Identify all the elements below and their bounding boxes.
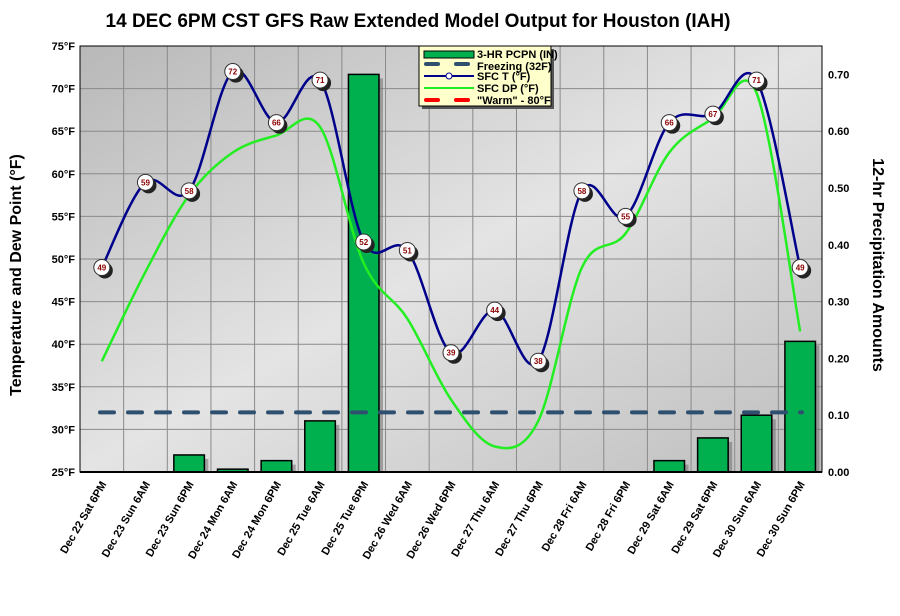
- x-tick-label: Dec 25 Tue 6AM: [275, 480, 327, 558]
- x-tick-label: Dec 29 Sat 6PM: [669, 480, 720, 556]
- legend: 3-HR PCPN (IN)Freezing (32F)SFC T (°F)SF…: [418, 45, 558, 109]
- precip-bar: [784, 340, 817, 473]
- precip-bar: [653, 459, 686, 473]
- precip-bar: [173, 454, 206, 473]
- precip-bar: [260, 459, 293, 473]
- temp-value-label: 52: [359, 238, 368, 247]
- y-axis-label: Temperature and Dew Point (°F): [8, 154, 25, 396]
- x-tick-label: Dec 23 Sun 6PM: [144, 480, 197, 560]
- temp-marker: [267, 114, 285, 132]
- temp-value-label: 39: [447, 349, 456, 358]
- x-tick-label: Dec 26 Wed 6PM: [405, 480, 459, 562]
- temp-marker: [486, 301, 504, 319]
- y-tick-label: 40°F: [52, 339, 76, 351]
- temp-value-label: 66: [272, 119, 281, 128]
- temp-marker: [93, 259, 111, 277]
- y-tick-label: 70°F: [52, 84, 76, 96]
- precip-bar: [304, 420, 337, 473]
- y-tick-label: 55°F: [52, 211, 76, 223]
- x-tick-label: Dec 28 Fri 6AM: [540, 480, 590, 554]
- y2-tick-label: 0.30: [828, 297, 849, 309]
- temp-value-label: 58: [185, 187, 194, 196]
- y-tick-label: 25°F: [52, 467, 76, 479]
- temp-marker: [617, 207, 635, 225]
- temp-value-label: 51: [403, 246, 412, 255]
- temp-value-label: 55: [621, 212, 630, 221]
- x-tick-label: Dec 24 Mon 6PM: [230, 480, 284, 561]
- temp-marker: [180, 182, 198, 200]
- x-tick-label: Dec 28 Fri 6PM: [584, 480, 634, 554]
- temp-marker: [660, 114, 678, 132]
- y-tick-label: 35°F: [52, 382, 76, 394]
- temp-marker: [442, 344, 460, 362]
- temp-value-label: 49: [796, 264, 805, 273]
- x-tick-label: Dec 30 Sun 6PM: [755, 480, 808, 560]
- precip-bar: [740, 414, 773, 473]
- y2-axis-label: 12-hr Precipitation Amounts: [869, 158, 886, 372]
- y2-tick-label: 0.40: [828, 240, 849, 252]
- temp-marker: [311, 71, 329, 89]
- y-tick-label: 45°F: [52, 297, 76, 309]
- temp-value-label: 44: [490, 306, 499, 315]
- y2-tick-label: 0.70: [828, 69, 849, 81]
- y-tick-label: 75°F: [52, 41, 76, 53]
- legend-label: SFC T (°F): [477, 71, 531, 83]
- precip-bar: [696, 437, 729, 473]
- temp-value-label: 58: [577, 187, 586, 196]
- temp-marker: [355, 233, 373, 251]
- temp-marker: [398, 241, 416, 259]
- legend-label: SFC DP (°F): [477, 83, 539, 95]
- temp-marker: [748, 71, 766, 89]
- temp-value-label: 72: [228, 68, 237, 77]
- y2-tick-label: 0.60: [828, 126, 849, 138]
- legend-swatch-precip: [423, 50, 475, 59]
- temp-marker: [224, 63, 242, 81]
- chart-title: 14 DEC 6PM CST GFS Raw Extended Model Ou…: [106, 11, 731, 32]
- temp-value-label: 38: [534, 357, 543, 366]
- temp-value-label: 67: [708, 110, 717, 119]
- temp-marker: [529, 352, 547, 370]
- x-tick-label: Dec 27 Thu 6AM: [449, 480, 502, 560]
- legend-label: "Warm" - 80°F: [477, 95, 551, 107]
- y2-tick-label: 0.50: [828, 183, 849, 195]
- x-tick-label: Dec 29 Sat 6AM: [625, 480, 676, 557]
- temp-marker: [136, 173, 154, 191]
- temp-value-label: 71: [752, 76, 761, 85]
- x-tick-label: Dec 25 Tue 6PM: [319, 480, 371, 558]
- x-tick-label: Dec 27 Thu 6PM: [493, 480, 546, 559]
- legend-marker-temp: [445, 72, 453, 80]
- x-tick-label: Dec 23 Sun 6AM: [100, 480, 153, 560]
- temp-value-label: 71: [316, 76, 325, 85]
- y2-tick-label: 0.20: [828, 353, 849, 365]
- y-tick-label: 50°F: [52, 254, 76, 266]
- temp-marker: [573, 182, 591, 200]
- y-tick-label: 30°F: [52, 424, 76, 436]
- y-tick-label: 60°F: [52, 169, 76, 181]
- temp-marker: [704, 105, 722, 123]
- temp-value-label: 59: [141, 178, 150, 187]
- legend-label: Freezing (32F): [477, 61, 552, 73]
- temp-value-label: 49: [97, 264, 106, 273]
- precip-bar: [347, 73, 380, 473]
- temp-value-label: 66: [665, 119, 674, 128]
- y2-tick-label: 0.00: [828, 467, 849, 479]
- x-tick-label: Dec 30 Sun 6AM: [711, 480, 764, 560]
- x-tick-label: Dec 22 Sat 6PM: [58, 480, 109, 556]
- legend-label: 3-HR PCPN (IN): [477, 49, 558, 61]
- y-tick-label: 65°F: [52, 126, 76, 138]
- precip-bars: [173, 73, 820, 473]
- temp-marker: [791, 259, 809, 277]
- x-tick-label: Dec 24 Mon 6AM: [186, 480, 240, 562]
- y2-tick-label: 0.10: [828, 410, 849, 422]
